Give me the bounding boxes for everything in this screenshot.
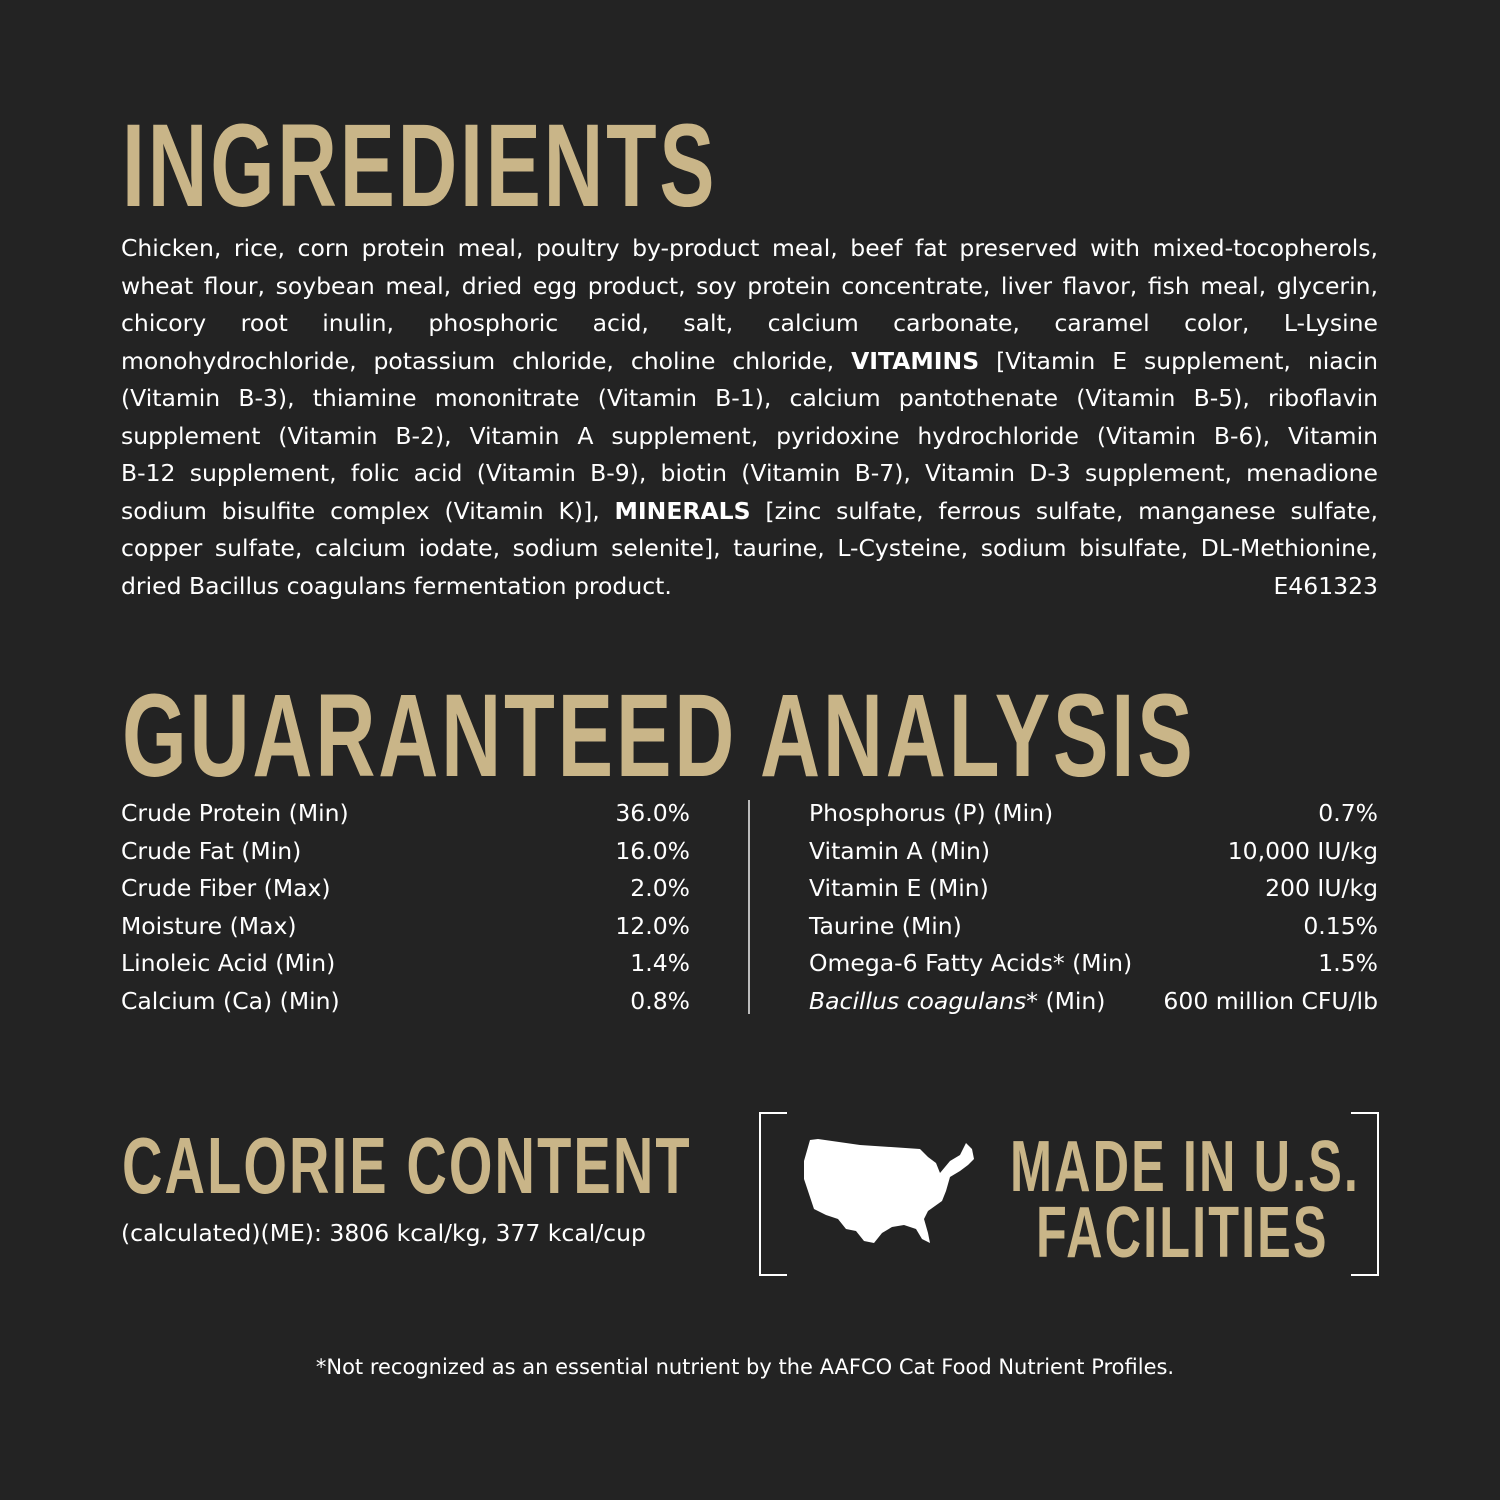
nutrient-label-text: Linoleic Acid (Min)	[121, 949, 336, 977]
text: [zinc sulfate, ferrous sulfate, manganes…	[750, 496, 1379, 525]
nutrient-value: 2.0%	[630, 874, 690, 902]
analysis-row: Vitamin A (Min) 10,000 IU/kg	[809, 833, 1378, 871]
left-bracket	[759, 1112, 787, 1276]
nutrient-value: 12.0%	[615, 911, 690, 940]
analysis-row: Taurine (Min) 0.15%	[809, 908, 1378, 946]
analysis-row: Calcium (Ca) (Min) 0.8%	[121, 983, 690, 1021]
nutrient-label: Vitamin A (Min)	[809, 833, 990, 871]
made-in-line1: MADE IN U.S.	[1010, 1127, 1361, 1207]
nutrient-label: Taurine (Min)	[809, 908, 962, 946]
calorie-title: CALORIE CONTENT	[122, 1121, 692, 1210]
ingredients-line: dried Bacillus coagulans fermentation pr…	[121, 568, 1378, 606]
ingredients-line: copper sulfate, calcium iodate, sodium s…	[121, 534, 1378, 562]
nutrient-label: Vitamin E (Min)	[809, 870, 989, 908]
calorie-text: (calculated)(ME): 3806 kcal/kg, 377 kcal…	[121, 1219, 646, 1247]
ingredients-line: chicory root inulin, phosphoric acid, sa…	[121, 309, 1378, 337]
analysis-row: Vitamin E (Min) 200 IU/kg	[809, 870, 1378, 908]
footnote: *Not recognized as an essential nutrient…	[315, 1355, 1175, 1379]
vitamins-label: VITAMINS	[851, 346, 980, 375]
text: dried Bacillus coagulans fermentation pr…	[121, 571, 672, 600]
ingredients-line: monohydrochloride, potassium chloride, c…	[121, 343, 1378, 381]
nutrient-label-text: Omega-6 Fatty Acids* (Min)	[809, 949, 1133, 977]
text: [Vitamin E supplement, niacin	[979, 346, 1379, 375]
nutrient-label: Omega-6 Fatty Acids* (Min)	[809, 945, 1132, 983]
nutrient-label: Moisture (Max)	[121, 908, 297, 946]
nutrient-label-text: Crude Protein (Min)	[121, 799, 349, 827]
nutrient-value: 10,000 IU/kg	[1227, 836, 1378, 865]
nutrient-label-text: Crude Fat (Min)	[121, 836, 302, 865]
text: monohydrochloride, potassium chloride, c…	[121, 346, 852, 375]
nutrient-label-text: Crude Fiber (Max)	[121, 874, 331, 902]
nutrient-value: 0.7%	[1318, 799, 1378, 827]
nutrient-label-text: Calcium (Ca) (Min)	[121, 986, 340, 1015]
nutrient-label: Crude Fat (Min)	[121, 833, 301, 871]
minerals-label: MINERALS	[614, 496, 751, 525]
analysis-right-column: Phosphorus (P) (Min) 0.7% Vitamin A (Min) 1…	[809, 795, 1378, 1020]
analysis-row: Crude Fiber (Max) 2.0%	[121, 870, 690, 908]
analysis-row: Linoleic Acid (Min) 1.4%	[121, 945, 690, 983]
analysis-row: Phosphorus (P) (Min) 0.7%	[809, 795, 1378, 833]
analysis-row: Bacillus coagulans* (Min) 600 million CFU…	[809, 983, 1378, 1021]
right-bracket	[1351, 1112, 1379, 1276]
ingredients-line: B-12 supplement, folic acid (Vitamin B-9…	[121, 459, 1378, 487]
nutrient-value: 600 million CFU/lb	[1163, 986, 1378, 1015]
product-code: E461323	[1273, 571, 1378, 600]
nutrient-value: 0.8%	[630, 986, 690, 1015]
analysis-row: Crude Protein (Min) 36.0%	[121, 795, 690, 833]
nutrient-label: Crude Fiber (Max)	[121, 870, 331, 908]
usa-map-icon	[804, 1139, 974, 1243]
nutrient-label-text: Vitamin E (Min)	[809, 874, 989, 902]
ingredients-title: INGREDIENTS	[122, 100, 718, 232]
nutrient-value: 0.15%	[1303, 911, 1378, 940]
nutrient-label-text: * (Min)	[1026, 986, 1106, 1015]
analysis-row: Omega-6 Fatty Acids* (Min) 1.5%	[809, 945, 1378, 983]
nutrient-value: 200 IU/kg	[1265, 874, 1378, 902]
ingredients-line: sodium bisulfite complex (Vitamin K)], M…	[121, 493, 1378, 531]
analysis-title: GUARANTEED ANALYSIS	[122, 670, 1196, 802]
ingredients-line: Chicken, rice, corn protein meal, poultr…	[121, 234, 1378, 262]
nutrient-label: Phosphorus (P) (Min)	[809, 795, 1053, 833]
nutrient-value: 16.0%	[615, 836, 690, 865]
ingredients-line: (Vitamin B-3), thiamine mononitrate (Vit…	[121, 384, 1378, 412]
nutrient-label-text: Vitamin A (Min)	[809, 836, 991, 865]
made-in-line2: FACILITIES	[1036, 1193, 1329, 1273]
analysis-left-column: Crude Protein (Min) 36.0% Crude Fat (Min) 1…	[121, 795, 690, 1020]
column-divider	[748, 800, 750, 1014]
nutrient-label-text: Phosphorus (P) (Min)	[809, 799, 1054, 827]
nutrient-label: Linoleic Acid (Min)	[121, 945, 335, 983]
ingredients-line: supplement (Vitamin B-2), Vitamin A supp…	[121, 421, 1378, 450]
nutrient-label-italic: Bacillus coagulans	[809, 986, 1027, 1015]
analysis-row: Moisture (Max) 12.0%	[121, 908, 690, 946]
nutrient-label-text: Moisture (Max)	[121, 911, 297, 940]
ingredients-text: Chicken, rice, corn protein meal, poultr…	[121, 230, 1378, 605]
text: sodium bisulfite complex (Vitamin K)],	[121, 496, 615, 525]
nutrient-value: 1.5%	[1318, 949, 1378, 977]
nutrient-label: Calcium (Ca) (Min)	[121, 983, 340, 1021]
nutrient-label: Crude Protein (Min)	[121, 795, 349, 833]
nutrient-label-text: Taurine (Min)	[809, 911, 962, 940]
analysis-row: Crude Fat (Min) 16.0%	[121, 833, 690, 871]
nutrient-label: Bacillus coagulans* (Min)	[809, 983, 1105, 1021]
nutrient-value: 36.0%	[615, 799, 690, 827]
nutrient-value: 1.4%	[630, 949, 690, 977]
ingredients-line: wheat flour, soybean meal, dried egg pro…	[121, 271, 1378, 300]
